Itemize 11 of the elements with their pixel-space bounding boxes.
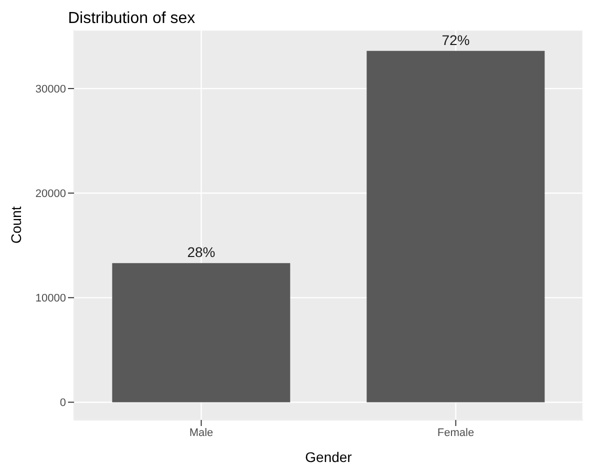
y-tick-label: 0 — [60, 397, 66, 410]
x-tick-label: Male — [189, 426, 214, 439]
chart-title: Distribution of sex — [67, 9, 196, 29]
annotation: 28% — [187, 244, 216, 260]
x-tick-label: Female — [437, 426, 474, 439]
y-tick-label: 20000 — [35, 188, 66, 200]
y-tick-label: 10000 — [35, 292, 66, 305]
y-tick-label: 30000 — [35, 83, 66, 96]
annotation: 72% — [442, 32, 470, 48]
x-axis-title: Gender — [305, 449, 352, 465]
y-axis-title: Count — [8, 206, 24, 244]
